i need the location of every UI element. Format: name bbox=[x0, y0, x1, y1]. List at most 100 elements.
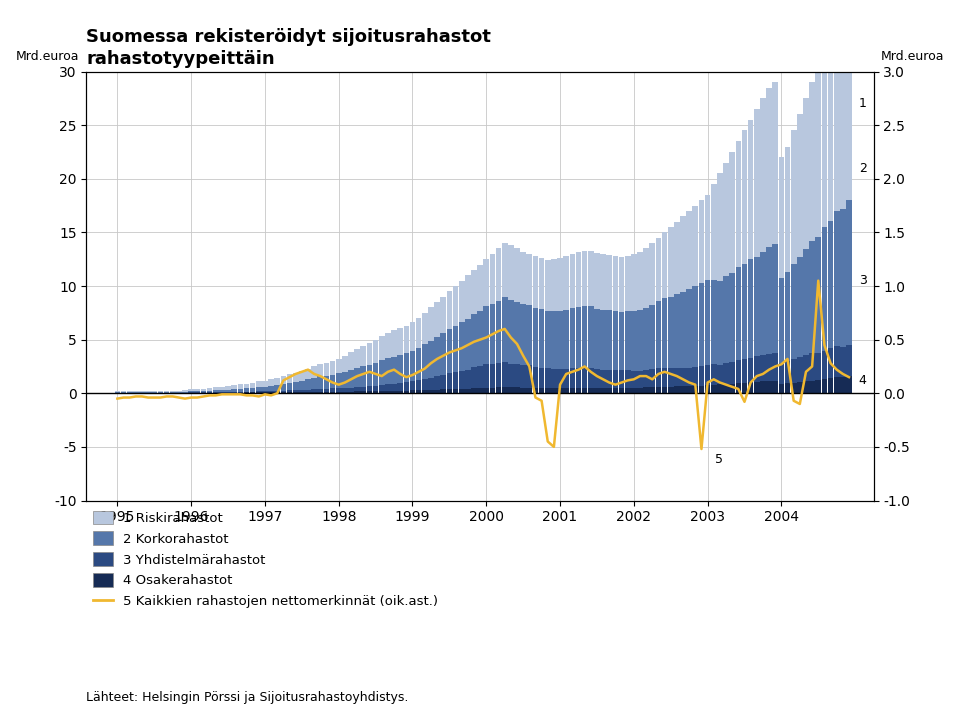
Bar bbox=[711, 280, 716, 364]
Bar bbox=[213, 388, 219, 390]
Bar bbox=[410, 322, 416, 351]
Bar bbox=[410, 381, 416, 390]
Bar bbox=[379, 385, 385, 391]
Bar bbox=[502, 297, 508, 362]
Bar bbox=[244, 383, 250, 388]
Bar bbox=[170, 390, 176, 392]
Bar bbox=[705, 385, 710, 393]
Bar bbox=[428, 378, 434, 390]
Bar bbox=[600, 370, 606, 388]
Bar bbox=[453, 286, 458, 326]
Bar bbox=[625, 370, 631, 388]
Bar bbox=[533, 388, 539, 393]
Bar bbox=[226, 390, 230, 392]
Bar bbox=[318, 389, 324, 392]
Bar bbox=[515, 365, 519, 388]
Bar bbox=[797, 357, 803, 382]
Bar bbox=[508, 245, 514, 300]
Bar bbox=[133, 390, 138, 392]
Bar bbox=[809, 381, 815, 393]
Bar bbox=[256, 392, 262, 393]
Bar bbox=[557, 369, 563, 388]
Bar bbox=[329, 388, 335, 392]
Bar bbox=[533, 308, 539, 368]
Bar bbox=[748, 260, 754, 358]
Bar bbox=[287, 383, 293, 390]
Bar bbox=[465, 275, 470, 319]
Bar bbox=[372, 340, 378, 363]
Bar bbox=[539, 258, 544, 310]
Bar bbox=[545, 368, 551, 388]
Text: Lähteet: Helsingin Pörssi ja Sijoitusrahastoyhdistys.: Lähteet: Helsingin Pörssi ja Sijoitusrah… bbox=[86, 691, 409, 704]
Bar bbox=[643, 249, 649, 308]
Bar bbox=[551, 312, 557, 369]
Bar bbox=[711, 364, 716, 385]
Bar bbox=[459, 322, 465, 370]
Bar bbox=[668, 227, 674, 297]
Bar bbox=[656, 238, 661, 302]
Bar bbox=[618, 388, 624, 393]
Bar bbox=[231, 389, 237, 392]
Bar bbox=[428, 341, 434, 378]
Bar bbox=[318, 377, 324, 389]
Bar bbox=[244, 388, 250, 392]
Bar bbox=[226, 386, 230, 390]
Bar bbox=[422, 390, 427, 393]
Bar bbox=[305, 380, 311, 390]
Bar bbox=[643, 370, 649, 388]
Bar bbox=[631, 388, 636, 393]
Bar bbox=[791, 265, 797, 359]
Bar bbox=[361, 346, 366, 366]
Bar bbox=[711, 385, 716, 393]
Bar bbox=[668, 368, 674, 387]
Bar bbox=[625, 256, 631, 311]
Bar bbox=[508, 364, 514, 388]
Bar bbox=[674, 386, 680, 393]
Bar bbox=[699, 283, 705, 366]
Bar bbox=[594, 388, 600, 393]
Bar bbox=[385, 391, 391, 393]
Bar bbox=[582, 251, 588, 306]
Bar bbox=[569, 308, 575, 368]
Bar bbox=[324, 375, 329, 389]
Bar bbox=[275, 378, 280, 385]
Bar bbox=[815, 237, 821, 353]
Bar bbox=[533, 368, 539, 388]
Bar bbox=[244, 392, 250, 393]
Bar bbox=[336, 392, 342, 393]
Bar bbox=[582, 306, 588, 368]
Bar bbox=[637, 388, 643, 393]
Bar bbox=[650, 305, 655, 369]
Bar bbox=[674, 222, 680, 294]
Bar bbox=[760, 99, 766, 252]
Bar bbox=[766, 381, 772, 393]
Bar bbox=[354, 387, 360, 392]
Bar bbox=[397, 390, 403, 393]
Bar bbox=[569, 254, 575, 308]
Bar bbox=[730, 152, 735, 272]
Bar bbox=[828, 18, 833, 220]
Bar bbox=[656, 368, 661, 387]
Bar bbox=[742, 131, 747, 265]
Bar bbox=[299, 370, 304, 381]
Bar bbox=[705, 194, 710, 280]
Bar bbox=[305, 369, 311, 380]
Bar bbox=[354, 392, 360, 393]
Bar bbox=[809, 241, 815, 352]
Bar bbox=[299, 390, 304, 392]
Bar bbox=[699, 366, 705, 385]
Bar bbox=[674, 368, 680, 386]
Bar bbox=[520, 304, 526, 365]
Bar bbox=[804, 382, 808, 393]
Bar bbox=[324, 392, 329, 393]
Bar bbox=[815, 61, 821, 237]
Text: Mrd.euroa: Mrd.euroa bbox=[881, 50, 945, 63]
Bar bbox=[705, 280, 710, 365]
Bar bbox=[607, 255, 612, 310]
Bar bbox=[231, 392, 237, 393]
Bar bbox=[600, 310, 606, 370]
Bar bbox=[760, 252, 766, 355]
Bar bbox=[681, 292, 685, 368]
Bar bbox=[231, 385, 237, 389]
Bar bbox=[206, 390, 212, 392]
